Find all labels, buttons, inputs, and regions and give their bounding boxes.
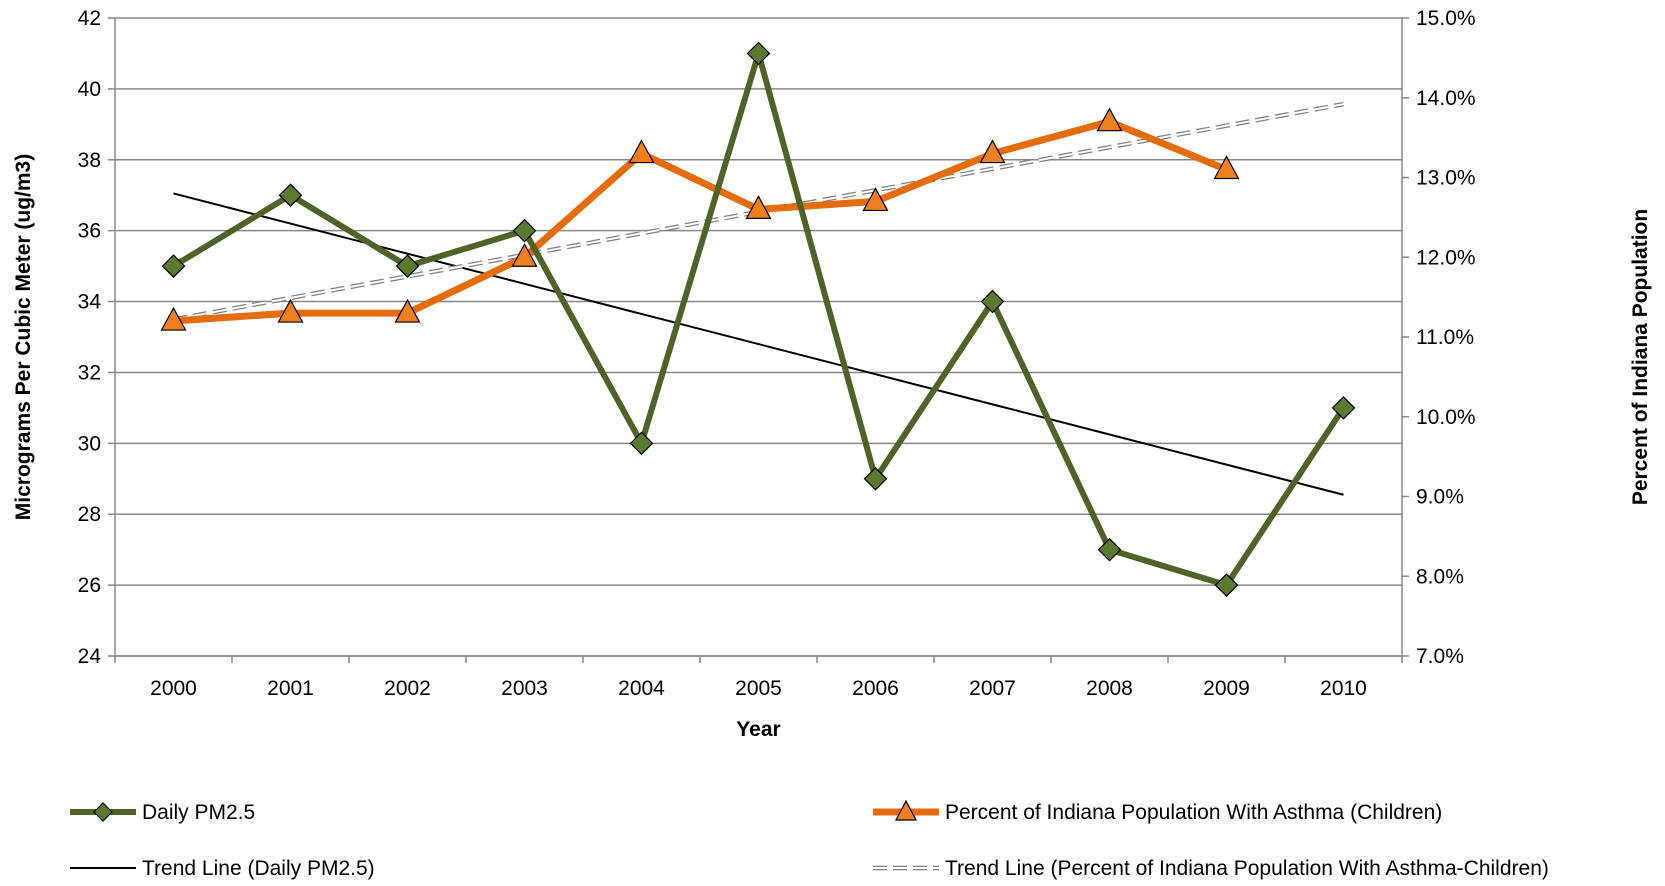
legend-label: Trend Line (Percent of Indiana Populatio…	[945, 857, 1549, 880]
legend-marker	[895, 799, 917, 821]
x-tick-label: 2008	[1086, 677, 1133, 700]
left-tick-label: 30	[78, 432, 101, 455]
series-line-asthma	[173, 118, 1228, 325]
x-tick-label: 2003	[501, 677, 548, 700]
asthma-point	[1213, 155, 1240, 180]
legend-label: Percent of Indiana Population With Asthm…	[945, 801, 1442, 824]
x-tick-label: 2004	[618, 677, 665, 700]
legend-item: Daily PM2.5	[70, 801, 255, 824]
right-tick-label: 8.0%	[1416, 565, 1464, 588]
right-y-axis-title: Percent of Indiana Population	[1629, 209, 1652, 505]
pm25-point	[629, 431, 654, 456]
x-axis-title: Year	[736, 718, 780, 741]
x-tick-label: 2001	[267, 677, 314, 700]
right-tick-label: 11.0%	[1416, 326, 1474, 349]
x-tick-label: 2010	[1320, 677, 1367, 700]
legend-item: Trend Line (Daily PM2.5)	[70, 857, 375, 880]
asthma-point	[862, 187, 889, 212]
x-axis: 2000 2001 2002 2003 2004 2005 2006 2007 2008 2009…	[114, 655, 1403, 700]
right-tick-label: 9.0%	[1416, 486, 1464, 509]
right-tick-label: 14.0%	[1416, 87, 1476, 110]
series-layer	[160, 41, 1356, 597]
asthma-point	[160, 306, 187, 331]
left-tick-label: 42	[78, 7, 101, 30]
pm25-point	[1214, 573, 1239, 597]
legend-marker	[93, 802, 113, 822]
series-line-trend-pm25	[173, 192, 1344, 496]
asthma-point	[394, 298, 421, 323]
left-tick-label: 28	[78, 503, 101, 526]
legend-item: Trend Line (Percent of Indiana Populatio…	[873, 857, 1549, 880]
axis-titles: Year Micrograms Per Cubic Meter (ug/m3) …	[12, 154, 1652, 741]
asthma-point	[745, 195, 772, 219]
right-tick-label: 15.0%	[1416, 7, 1476, 30]
pm25-point	[980, 289, 1005, 314]
left-tick-label: 34	[78, 291, 102, 314]
pm25-point	[746, 41, 771, 66]
x-tick-label: 2007	[969, 677, 1016, 700]
legend-item: Percent of Indiana Population With Asthm…	[873, 799, 1442, 824]
left-tick-label: 32	[78, 361, 101, 384]
pm25-point	[1331, 396, 1356, 420]
x-tick-label: 2005	[735, 677, 782, 700]
x-tick-label: 2000	[150, 677, 197, 700]
asthma-point	[277, 298, 304, 323]
series-line-pm25	[171, 50, 1347, 589]
pm25-point	[161, 254, 186, 278]
pm25-point	[863, 466, 888, 491]
pm25-point	[1097, 537, 1122, 562]
right-tick-label: 12.0%	[1416, 246, 1476, 269]
x-tick-label: 2009	[1203, 677, 1250, 700]
left-y-axis: 24 26 28 30 32 34 36 38 40 42	[78, 7, 116, 668]
asthma-point	[511, 242, 538, 267]
left-y-axis-title: Micrograms Per Cubic Meter (ug/m3)	[12, 154, 35, 520]
legend-label: Trend Line (Daily PM2.5)	[142, 857, 375, 880]
legend: Daily PM2.5 Percent of Indiana Population…	[70, 799, 1549, 880]
legend-label: Daily PM2.5	[142, 801, 255, 824]
pm25-point	[278, 183, 303, 208]
right-tick-label: 10.0%	[1416, 406, 1476, 429]
left-tick-label: 40	[78, 78, 101, 101]
left-tick-label: 38	[78, 149, 101, 172]
asthma-point	[628, 139, 655, 164]
right-y-axis: 7.0% 8.0% 9.0% 10.0% 11.0% 12.0% 13.0% 14.0% 15.…	[1401, 7, 1476, 668]
x-tick-label: 2002	[384, 677, 431, 700]
right-tick-label: 7.0%	[1416, 645, 1464, 668]
asthma-point	[979, 139, 1006, 164]
left-tick-label: 36	[78, 220, 101, 243]
left-tick-label: 24	[78, 645, 102, 668]
asthma-point	[1096, 107, 1123, 132]
pm25-point	[512, 218, 537, 243]
gridlines	[115, 17, 1402, 657]
left-tick-label: 26	[78, 574, 101, 597]
pm25-point	[395, 254, 420, 278]
right-tick-label: 13.0%	[1416, 167, 1476, 190]
x-tick-label: 2006	[852, 677, 899, 700]
